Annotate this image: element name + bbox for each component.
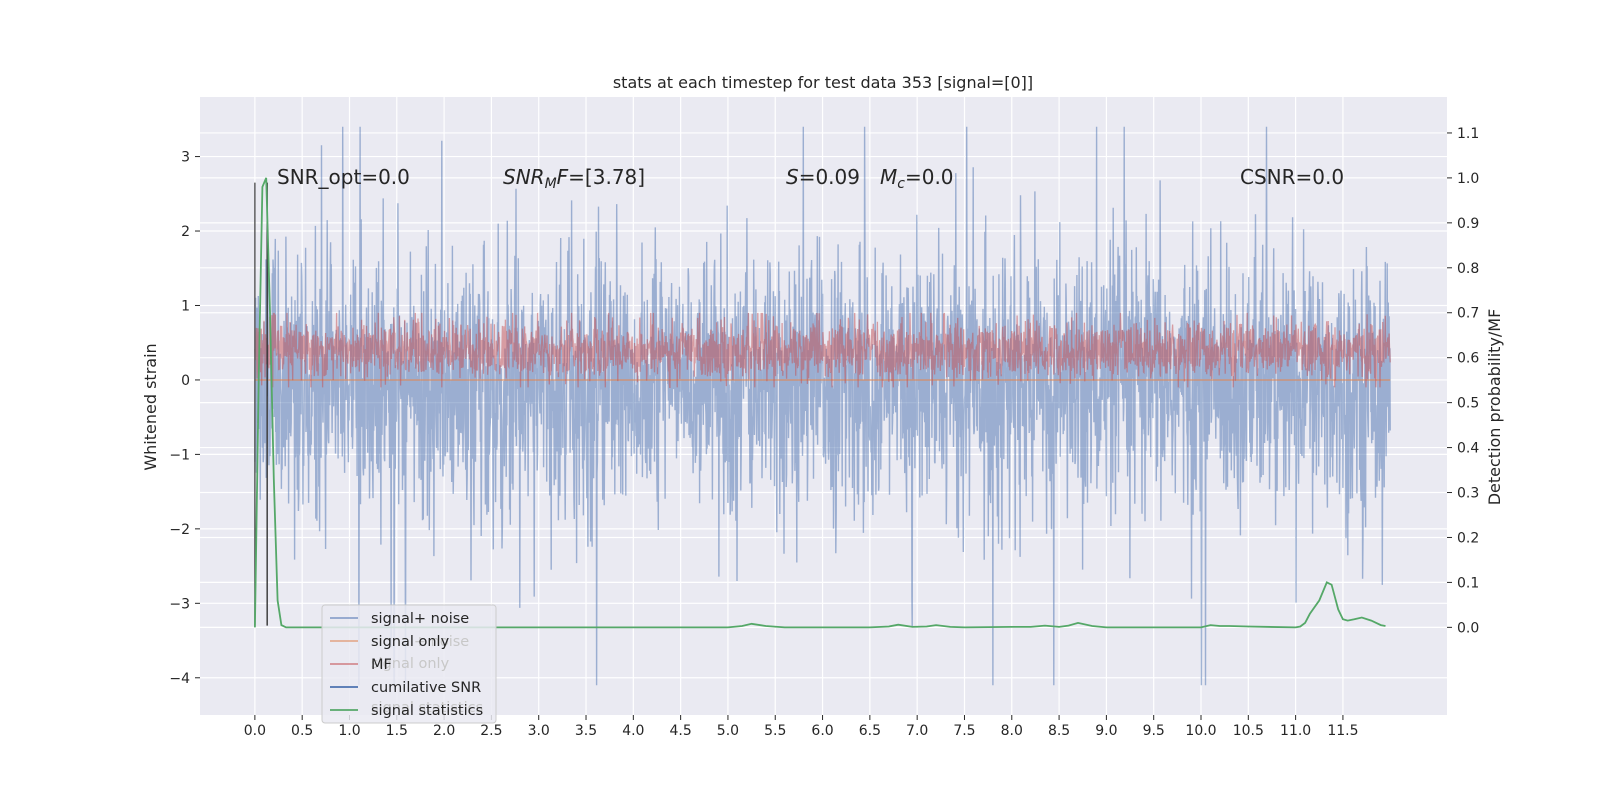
y-tick-label: 1	[181, 298, 190, 314]
x-tick-label: 7.0	[906, 723, 928, 739]
annotation-snr-opt: SNR_opt=0.0	[277, 165, 410, 189]
y2-tick-label: 0.8	[1457, 261, 1479, 277]
legend: signal+ noise signal only signal statist…	[321, 604, 497, 724]
x-tick-label: 8.0	[1001, 723, 1023, 739]
y2-tick-label: 0.2	[1457, 530, 1479, 546]
y2-axis-label: Detection probability/MF	[1485, 309, 1504, 506]
legend-label: cumilative SNR	[371, 680, 481, 696]
x-tick-labels: 0.0 0.5 1.0 1.5 2.0 2.5 3.0 3.5 4.0 4.5 5.0 5.5 6.0 6…	[244, 715, 1359, 739]
x-tick-label: 10.5	[1233, 723, 1264, 739]
y-tick-label: −4	[169, 671, 190, 687]
y2-tick-label: 0.3	[1457, 486, 1479, 502]
x-tick-label: 5.5	[764, 723, 786, 739]
x-tick-label: 5.0	[717, 723, 739, 739]
y2-tick-labels: 1.1 1.0 0.9 0.8 0.7 0.6 0.5 0.4 0.3 0.2 0.1 0.0	[1447, 126, 1479, 636]
y-tick-label: −3	[169, 596, 190, 612]
x-tick-label: 9.5	[1143, 723, 1165, 739]
x-tick-label: 1.5	[386, 723, 408, 739]
legend-label: signal only	[371, 634, 450, 650]
x-tick-label: 3.5	[575, 723, 597, 739]
y-tick-label: 2	[181, 224, 190, 240]
series-layer	[254, 126, 1391, 686]
legend-box	[321, 604, 497, 724]
y2-tick-label: 0.4	[1457, 441, 1479, 457]
x-tick-label: 2.5	[480, 723, 502, 739]
legend-ghost-item-1: signal only	[371, 656, 450, 672]
y2-tick-label: 0.9	[1457, 216, 1479, 232]
y-tick-labels: 3 2 1 0 −1 −2 −3 −4	[169, 150, 200, 687]
legend-label: signal statistics	[371, 703, 483, 719]
annotation-s: S=0.09	[786, 165, 860, 189]
x-tick-label: 0.5	[291, 723, 313, 739]
x-tick-label: 10.0	[1185, 723, 1216, 739]
y-tick-label: −2	[169, 522, 190, 538]
y-tick-label: −1	[169, 447, 190, 463]
x-tick-label: 11.5	[1327, 723, 1358, 739]
x-tick-label: 4.5	[670, 723, 692, 739]
y2-tick-label: 0.0	[1457, 620, 1479, 636]
annotation-snr-mf: SNRMF=[3.78]	[503, 165, 645, 192]
y2-tick-label: 0.1	[1457, 575, 1479, 591]
legend-ghost-item-0: signal+ noise	[371, 634, 469, 650]
x-tick-label: 2.0	[433, 723, 455, 739]
series-line-signal-noise	[254, 126, 1391, 686]
x-tick-label: 3.0	[528, 723, 550, 739]
x-tick-label: 8.5	[1048, 723, 1070, 739]
x-tick-label: 0.0	[244, 723, 266, 739]
series-line-mf	[254, 312, 1391, 389]
series-line-signal-statistics	[254, 177, 1386, 629]
x-tick-label: 9.0	[1095, 723, 1117, 739]
x-tick-label: 6.5	[859, 723, 881, 739]
x-tick-label: 1.0	[338, 723, 360, 739]
legend-label: MF	[371, 657, 392, 673]
legend-label: signal+ noise	[371, 611, 469, 627]
y2-tick-label: 1.0	[1457, 171, 1479, 187]
x-tick-label: 6.0	[811, 723, 833, 739]
x-tick-label: 11.0	[1280, 723, 1311, 739]
y-tick-label: 3	[181, 150, 190, 166]
annotation-csnr: CSNR=0.0	[1240, 165, 1344, 189]
chart-title: stats at each timestep for test data 353…	[613, 73, 1033, 92]
legend-ghost-item-4: signal statistics	[371, 700, 483, 716]
y-axis-label: Whitened strain	[141, 343, 160, 470]
y2-tick-label: 0.5	[1457, 396, 1479, 412]
y2-tick-label: 1.1	[1457, 126, 1479, 142]
x-tick-label: 7.5	[953, 723, 975, 739]
y-tick-label: 0	[181, 373, 190, 389]
y2-tick-label: 0.6	[1457, 351, 1479, 367]
x-tick-label: 4.0	[622, 723, 644, 739]
annotation-mc: Mc=0.0	[880, 165, 954, 192]
y2-tick-label: 0.7	[1457, 306, 1479, 322]
